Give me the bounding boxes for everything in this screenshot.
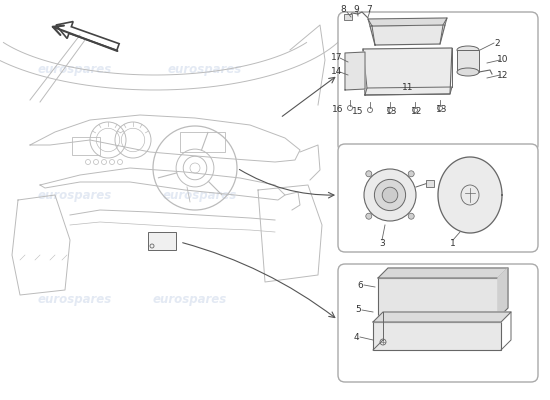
Text: 10: 10 [497,56,509,64]
Polygon shape [345,52,365,90]
Circle shape [366,213,372,219]
FancyBboxPatch shape [338,144,538,252]
Text: 13: 13 [386,108,398,116]
Bar [426,180,434,187]
Bar [72,137,100,155]
Ellipse shape [457,46,479,54]
Text: 13: 13 [436,106,448,114]
Polygon shape [370,25,445,45]
Polygon shape [438,157,502,233]
Text: 16: 16 [332,106,344,114]
Bar [378,278,498,318]
Circle shape [364,169,416,221]
Bar [148,232,176,250]
Text: 12: 12 [497,70,509,80]
Bar [457,50,479,72]
Polygon shape [498,268,508,318]
FancyBboxPatch shape [338,12,538,152]
Text: eurospares: eurospares [353,188,427,202]
Bar [373,322,501,350]
Text: eurospares: eurospares [153,294,227,306]
Text: 14: 14 [331,68,343,76]
Text: eurospares: eurospares [38,64,112,76]
Text: eurospares: eurospares [163,188,237,202]
Polygon shape [368,18,447,26]
Bar [180,132,225,152]
Circle shape [382,187,398,203]
FancyBboxPatch shape [338,264,538,382]
Ellipse shape [457,68,479,76]
Text: 9: 9 [353,4,359,14]
Polygon shape [378,268,508,278]
Text: eurospares: eurospares [168,64,242,76]
Text: 17: 17 [331,54,343,62]
Text: 8: 8 [340,6,346,14]
Polygon shape [373,312,511,322]
Polygon shape [363,48,452,95]
Text: 3: 3 [379,238,385,248]
Text: 12: 12 [411,108,423,116]
Text: eurospares: eurospares [38,294,112,306]
Circle shape [408,171,414,177]
Text: 2: 2 [494,38,500,48]
Text: 6: 6 [357,280,363,290]
Text: eurospares: eurospares [353,64,427,76]
Text: 7: 7 [366,4,372,14]
Text: 5: 5 [355,306,361,314]
Circle shape [375,179,405,210]
Circle shape [366,171,372,177]
Text: eurospares: eurospares [38,188,112,202]
Text: 1: 1 [450,238,456,248]
Bar [344,14,352,20]
Text: 15: 15 [352,108,364,116]
Text: 11: 11 [402,82,414,92]
Circle shape [408,213,414,219]
Text: 4: 4 [353,332,359,342]
